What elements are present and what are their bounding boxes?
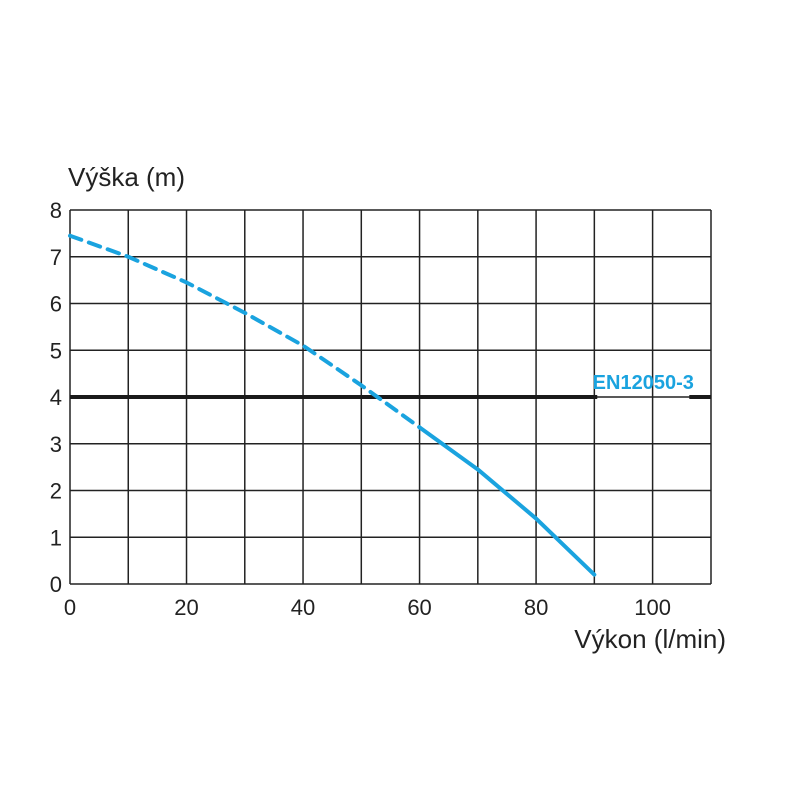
x-tick-label: 60 bbox=[407, 595, 431, 620]
series-line-solid bbox=[417, 425, 597, 577]
y-tick-label: 2 bbox=[50, 479, 62, 504]
y-tick-label: 3 bbox=[50, 432, 62, 457]
y-tick-label: 0 bbox=[50, 572, 62, 597]
y-tick-label: 5 bbox=[50, 338, 62, 363]
x-axis-title: Výkon (l/min) bbox=[574, 624, 726, 654]
reference-line-group: EN12050-3 bbox=[70, 372, 711, 399]
x-tick-label: 40 bbox=[291, 595, 315, 620]
y-tick-label: 1 bbox=[50, 525, 62, 550]
y-tick-label: 7 bbox=[50, 245, 62, 270]
y-tick-label: 4 bbox=[50, 385, 62, 410]
y-tick-label: 8 bbox=[50, 198, 62, 223]
reference-line-label: EN12050-3 bbox=[593, 372, 694, 394]
series-group bbox=[68, 233, 597, 577]
x-tick-label: 80 bbox=[524, 595, 548, 620]
x-tick-label: 20 bbox=[174, 595, 198, 620]
x-tick-label: 0 bbox=[64, 595, 76, 620]
x-tick-label: 100 bbox=[634, 595, 671, 620]
tick-labels: 0 20 40 60 80 100 0 1 2 3 4 5 6 7 8 bbox=[50, 198, 671, 620]
y-tick-label: 6 bbox=[50, 292, 62, 317]
y-axis-title: Výška (m) bbox=[68, 162, 185, 192]
series-line-dashed bbox=[68, 233, 422, 430]
